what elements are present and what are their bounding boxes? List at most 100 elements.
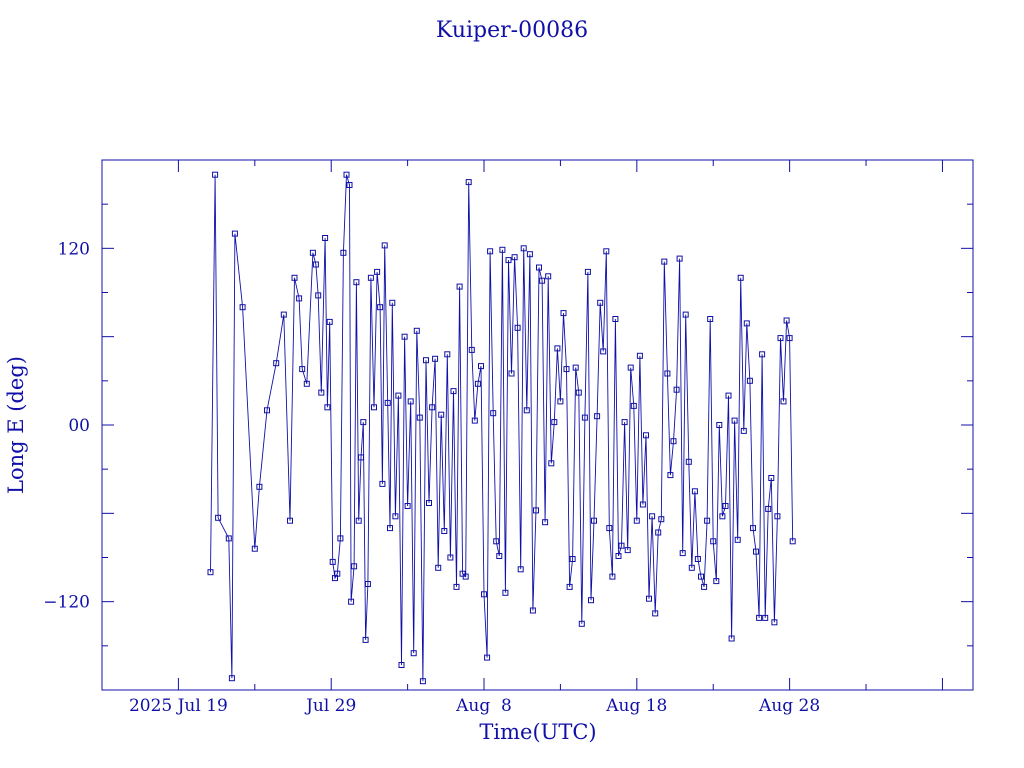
data-point bbox=[348, 598, 355, 605]
data-point bbox=[664, 370, 671, 377]
data-point bbox=[324, 404, 331, 411]
data-point bbox=[309, 249, 316, 256]
data-point bbox=[315, 292, 322, 299]
data-point bbox=[462, 573, 469, 580]
data-point bbox=[432, 355, 439, 362]
y-tick-label: 120 bbox=[58, 239, 90, 259]
plot-frame bbox=[101, 159, 974, 691]
data-point bbox=[652, 610, 659, 617]
x-tick-label: Aug 28 bbox=[758, 696, 820, 716]
data-point bbox=[536, 264, 542, 271]
data-point bbox=[682, 311, 689, 318]
data-point bbox=[783, 317, 790, 324]
data-point bbox=[456, 283, 463, 290]
data-point bbox=[478, 363, 484, 370]
data-point bbox=[329, 558, 336, 565]
data-point bbox=[465, 179, 472, 186]
data-point bbox=[566, 583, 573, 590]
x-tick-label: 2025 Jul 19 bbox=[129, 696, 228, 716]
data-point bbox=[392, 513, 399, 520]
data-point bbox=[545, 273, 552, 280]
data-point bbox=[484, 654, 491, 661]
chart-title: Kuiper-00086 bbox=[436, 18, 588, 43]
data-point bbox=[526, 251, 533, 258]
data-point bbox=[548, 460, 555, 467]
data-point bbox=[600, 348, 607, 355]
data-point bbox=[588, 597, 594, 604]
data-point bbox=[256, 483, 263, 490]
data-point bbox=[710, 538, 717, 545]
data-point bbox=[594, 413, 601, 420]
data-point bbox=[649, 513, 656, 520]
data-point bbox=[502, 589, 509, 596]
data-point bbox=[215, 514, 222, 521]
y-axis-label: Long E (deg) bbox=[4, 356, 28, 494]
data-point bbox=[624, 547, 631, 554]
data-point bbox=[416, 414, 423, 421]
data-point bbox=[517, 566, 524, 573]
data-point bbox=[612, 316, 619, 322]
data-point bbox=[481, 591, 487, 598]
data-point bbox=[753, 548, 759, 555]
data-point bbox=[560, 310, 567, 317]
data-point bbox=[419, 678, 426, 685]
data-point bbox=[533, 507, 539, 514]
data-point bbox=[450, 388, 457, 395]
data-point bbox=[438, 411, 445, 418]
data-point bbox=[771, 619, 778, 626]
data-point bbox=[410, 650, 417, 657]
data-point bbox=[707, 316, 714, 322]
data-point bbox=[447, 554, 454, 561]
data-point bbox=[551, 419, 558, 426]
data-point bbox=[636, 352, 643, 359]
data-point bbox=[688, 564, 695, 571]
data-point bbox=[299, 366, 306, 373]
data-point bbox=[514, 324, 521, 331]
tick-layer: 2025 Jul 19 Jul 29 Aug 8 Aug 18 Aug 28 −120 00… bbox=[43, 160, 973, 716]
data-point bbox=[505, 257, 512, 264]
data-point bbox=[722, 503, 729, 509]
data-point bbox=[474, 380, 481, 387]
y-tick-label: −120 bbox=[43, 593, 90, 613]
data-point bbox=[364, 581, 371, 587]
data-point bbox=[499, 246, 506, 253]
data-point bbox=[231, 230, 238, 237]
data-point bbox=[389, 299, 396, 306]
data-point bbox=[701, 583, 708, 590]
data-point bbox=[398, 662, 405, 668]
data-point bbox=[627, 364, 634, 371]
data-point bbox=[713, 578, 720, 585]
data-point bbox=[212, 171, 219, 178]
data-point bbox=[578, 620, 585, 627]
data-point bbox=[746, 377, 753, 384]
data-point bbox=[362, 636, 369, 643]
data-point bbox=[572, 364, 579, 371]
data-point bbox=[251, 545, 258, 552]
data-point bbox=[337, 535, 344, 542]
data-point bbox=[318, 389, 325, 396]
data-point bbox=[575, 389, 582, 396]
data-point bbox=[691, 488, 698, 495]
data-point bbox=[762, 614, 769, 621]
series-line bbox=[210, 174, 794, 682]
data-point bbox=[426, 500, 432, 506]
data-point bbox=[529, 607, 536, 614]
data-point bbox=[676, 255, 683, 262]
data-point bbox=[630, 402, 637, 409]
data-point bbox=[673, 386, 680, 393]
data-point bbox=[759, 351, 766, 358]
data-point bbox=[539, 277, 546, 284]
data-point bbox=[554, 345, 561, 352]
data-point bbox=[618, 542, 625, 549]
data-point bbox=[423, 357, 429, 364]
data-point bbox=[774, 513, 781, 520]
data-point bbox=[643, 432, 649, 439]
data-point bbox=[563, 366, 570, 373]
data-point bbox=[704, 517, 711, 524]
data-point bbox=[374, 268, 381, 275]
data-point bbox=[670, 438, 677, 445]
data-point bbox=[413, 327, 420, 334]
data-point bbox=[340, 249, 347, 256]
data-point bbox=[334, 570, 341, 577]
